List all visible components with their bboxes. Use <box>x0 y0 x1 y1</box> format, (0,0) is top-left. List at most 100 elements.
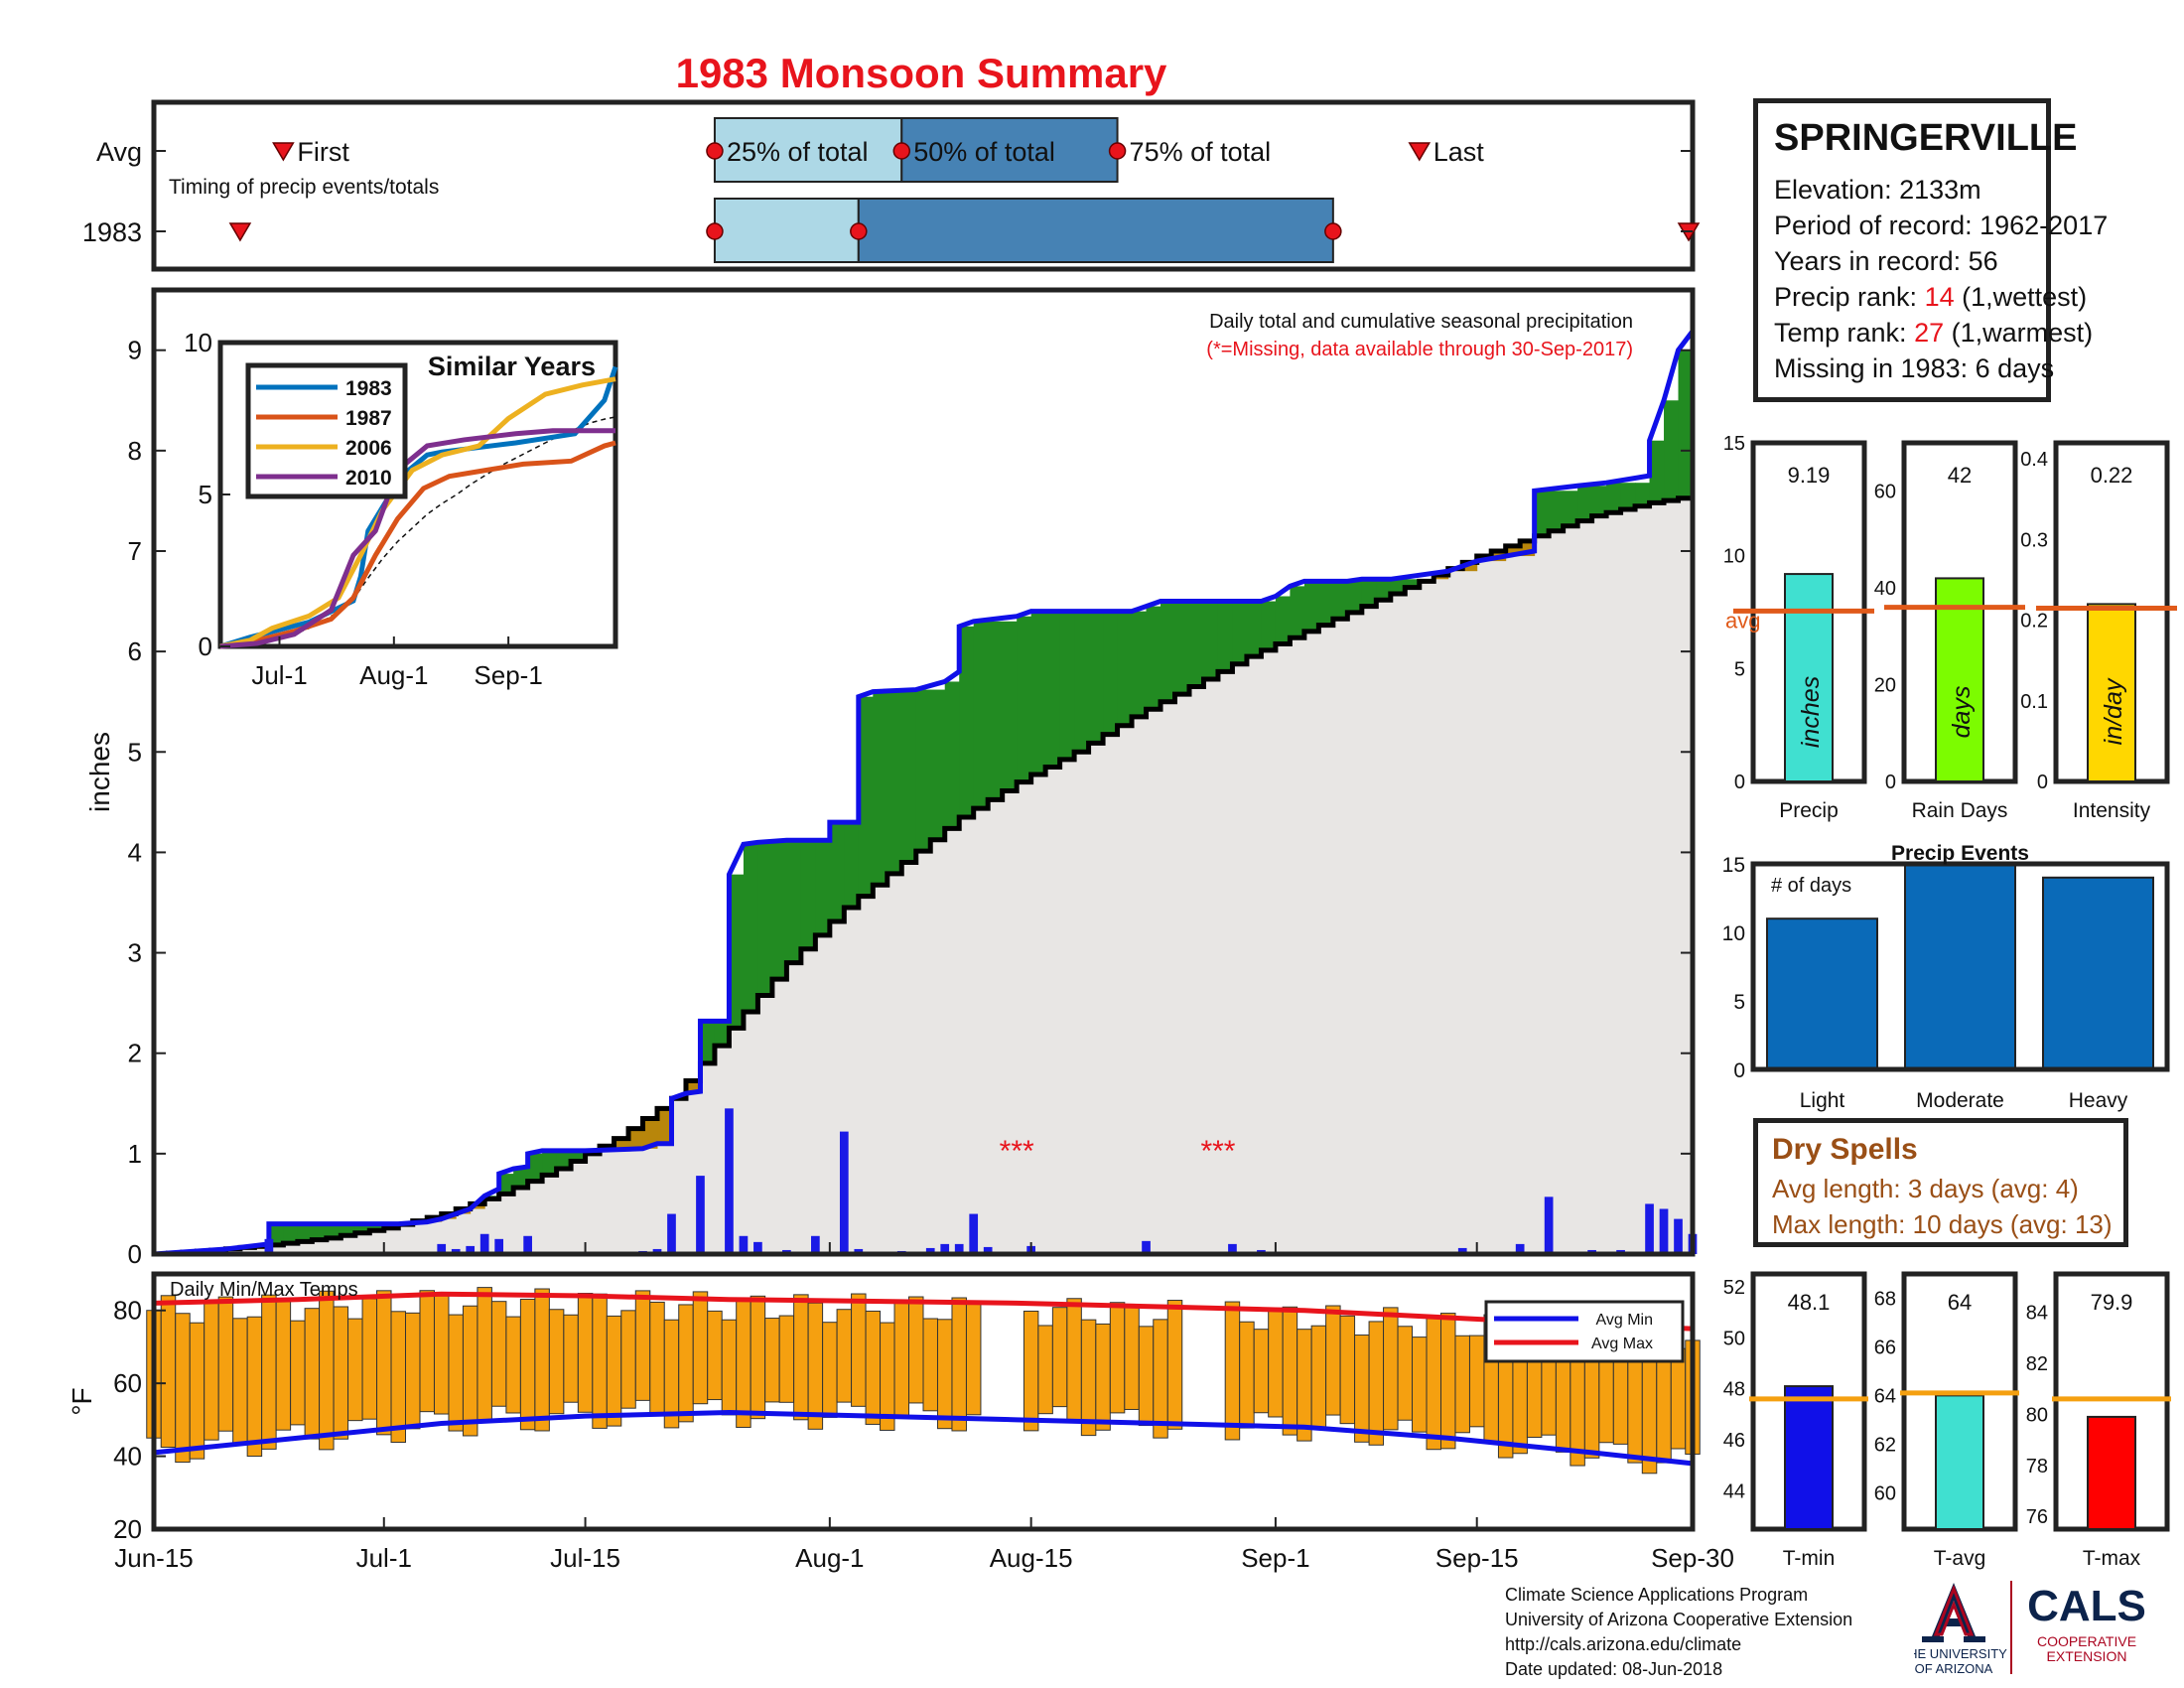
ua-name-line-1: THE UNIVERSITY <box>1914 1646 2007 1661</box>
daily-precip-bar <box>1645 1203 1654 1254</box>
events-frame <box>1750 861 2170 1072</box>
avg-q25-marker <box>706 142 724 160</box>
above-average-band <box>1232 601 1248 664</box>
above-average-band <box>1591 486 1607 516</box>
above-average-band <box>944 681 960 829</box>
station-period: Period of record: 1962-2017 <box>1774 211 2109 240</box>
temp-rank-value: 27 <box>1914 318 1945 348</box>
above-average-band <box>1160 601 1176 702</box>
daily-precip-bar <box>739 1235 749 1254</box>
events-bar <box>1766 917 1878 1071</box>
above-average-band <box>771 842 787 980</box>
y1983-q75-marker <box>1324 222 1342 240</box>
y-tick-label: 9 <box>128 336 142 365</box>
timing-panel: First Last 25% of total 50% of total 75% of … <box>82 99 1701 272</box>
inset-title: Similar Years <box>428 352 596 381</box>
below-average-band <box>657 1108 672 1144</box>
daily-temp-bar <box>822 1322 838 1418</box>
panel-y-tick-label: 66 <box>1874 1336 1896 1358</box>
daily-temp-bar <box>1023 1310 1039 1432</box>
panel-y-tick-label: 60 <box>1874 482 1896 503</box>
daily-temp-bar <box>1325 1305 1341 1416</box>
daily-temp-bar <box>1066 1298 1082 1422</box>
events-y-tick-label: 0 <box>1733 1059 1745 1082</box>
daily-temp-bar <box>1368 1321 1385 1446</box>
above-average-band <box>1059 611 1075 760</box>
missing-data-mark: *** <box>1000 1135 1034 1168</box>
y-tick-label: 1 <box>128 1139 142 1169</box>
Intensity-category-label: Intensity <box>2073 799 2151 822</box>
T-max-value-label: 79.9 <box>2091 1290 2133 1315</box>
precip-events-chart: Light Moderate Heavy 0 5 10 15 Precip Events # o… <box>1722 842 2170 1112</box>
daily-temp-bar <box>548 1309 565 1415</box>
university-logo: THE UNIVERSITY OF ARIZONA CALS COOPERATI… <box>1914 1581 2146 1676</box>
Intensity-value-bar <box>2087 603 2136 783</box>
daily-precip-bar <box>969 1213 979 1254</box>
above-average-band <box>369 1223 385 1231</box>
daily-temp-bar <box>764 1318 780 1403</box>
daily-temp-bar <box>606 1315 622 1427</box>
daily-temp-bar <box>692 1291 709 1405</box>
daily-temps-chart: 20 40 60 80 °F Daily Min/Max Temps Avg Min Avg … <box>67 1271 1734 1573</box>
daily-temp-bar <box>1253 1329 1270 1414</box>
daily-temp-bar <box>721 1319 738 1416</box>
temps-frame <box>151 1271 1696 1532</box>
above-average-band <box>527 1153 543 1182</box>
daily-temp-bar <box>1310 1325 1327 1428</box>
panel-y-tick-label: 64 <box>1874 1385 1896 1407</box>
daily-temp-bar <box>390 1311 407 1444</box>
above-average-band <box>786 840 802 963</box>
daily-temp-bar <box>405 1312 421 1430</box>
above-average-band <box>1303 581 1319 632</box>
temps-y-tick-label: 40 <box>113 1442 142 1472</box>
ua-logo-icon <box>1922 1583 1985 1642</box>
precip-rank-suffix: (1,wettest) <box>1954 282 2088 312</box>
x-tick-label: Sep-1 <box>1241 1543 1309 1573</box>
daily-temp-bar <box>893 1302 910 1417</box>
daily-precip-bar <box>494 1238 504 1254</box>
daily-temp-bar <box>1670 1347 1687 1450</box>
daily-precip-bar <box>479 1233 489 1254</box>
daily-temp-bar <box>1570 1344 1585 1467</box>
daily-temp-bar <box>290 1320 306 1426</box>
daily-temp-bar <box>361 1298 378 1420</box>
legend-label: 2010 <box>345 467 392 490</box>
below-average-band <box>642 1118 658 1149</box>
inset-x-tick-label: Sep-1 <box>474 660 542 690</box>
panel-y-tick-label: 0 <box>2037 772 2048 793</box>
above-average-band <box>354 1223 370 1233</box>
avg-q25-q50-box <box>713 117 903 183</box>
y-tick-label: 8 <box>128 436 142 466</box>
above-average-band <box>1002 621 1018 791</box>
daily-temp-bar <box>1080 1319 1097 1437</box>
daily-temp-bar <box>175 1313 191 1464</box>
above-average-band <box>1664 400 1680 501</box>
x-tick-label: Sep-15 <box>1435 1543 1519 1573</box>
above-average-band <box>1132 611 1148 717</box>
Rain Days-category-label: Rain Days <box>1912 799 2008 822</box>
daily-temp-bar <box>649 1301 665 1415</box>
above-average-band <box>1117 611 1133 726</box>
above-average-band <box>542 1150 558 1176</box>
above-average-band <box>341 1223 356 1236</box>
T-avg-category-label: T-avg <box>1934 1547 1986 1570</box>
precip-rank-value: 14 <box>1924 282 1955 312</box>
observed-cumulative-line <box>153 329 1695 1257</box>
legend-label: 1987 <box>345 407 392 430</box>
daily-temp-bar <box>1426 1317 1441 1451</box>
daily-precip-bar <box>1228 1243 1237 1254</box>
above-average-band <box>1074 611 1090 753</box>
daily-temp-bar <box>246 1316 263 1458</box>
temps-title: Daily Min/Max Temps <box>170 1279 358 1301</box>
events-category-label: Moderate <box>1916 1089 2004 1112</box>
above-average-band <box>1534 491 1550 536</box>
y1983-q50-marker <box>850 222 868 240</box>
inset-y-tick-label: 10 <box>184 328 212 357</box>
daily-temp-bar <box>261 1294 277 1450</box>
daily-precip-bar <box>839 1131 849 1254</box>
T-max-category-label: T-max <box>2083 1547 2141 1570</box>
above-average-band <box>815 840 831 935</box>
temps-y-tick-label: 80 <box>113 1296 142 1326</box>
y-tick-label: 6 <box>128 636 142 666</box>
missing-data-mark: *** <box>1200 1135 1235 1168</box>
